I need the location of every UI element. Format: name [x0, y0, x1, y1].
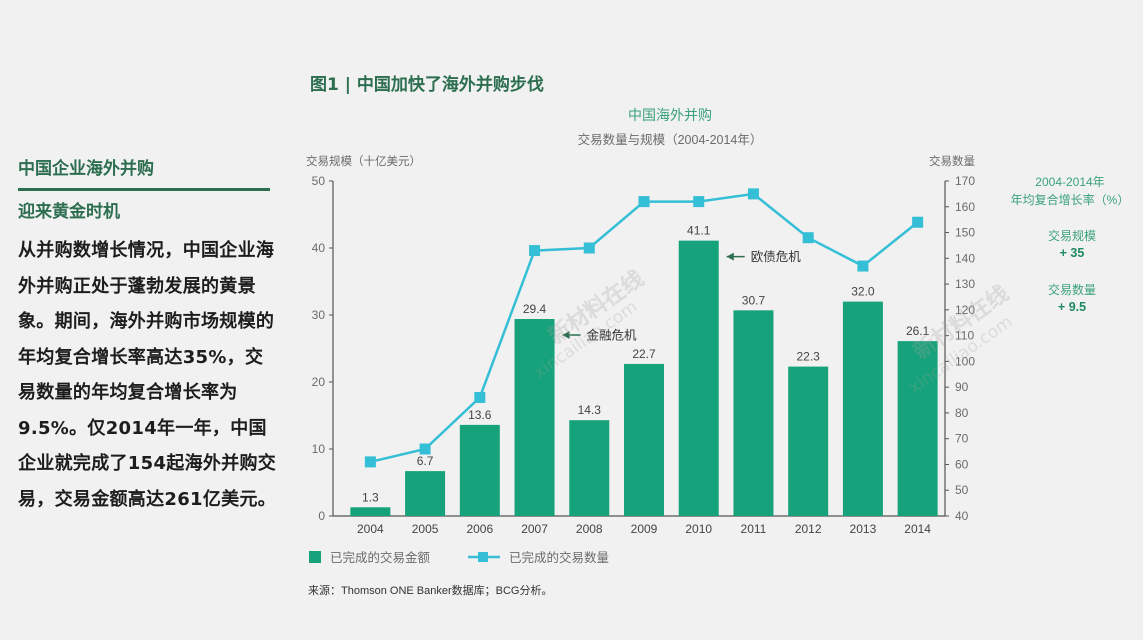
bar-value-label: 41.1	[687, 224, 711, 238]
cagr-header: 2004-2014年	[1035, 175, 1104, 189]
bar-value-label: 29.4	[523, 302, 547, 316]
y-axis-left-label: 交易规模（十亿美元）	[306, 154, 421, 168]
line-point	[802, 232, 814, 244]
line-point	[638, 196, 650, 208]
x-tick-label: 2010	[685, 522, 712, 536]
bar	[678, 240, 719, 516]
y-tick-label-right: 80	[955, 406, 969, 420]
bar-value-label: 6.7	[417, 454, 434, 468]
bar	[569, 420, 610, 516]
y-tick-label-right: 170	[955, 174, 975, 188]
bar	[624, 363, 664, 516]
body-paragraph: 从并购数增长情况，中国企业海外并购正处于蓬勃发展的黄景象。期间，海外并购市场规模…	[18, 240, 277, 510]
legend-bar-label: 已完成的交易金额	[330, 550, 431, 565]
cagr-header: 年均复合增长率（%）	[1011, 192, 1130, 207]
section-title: 中国企业海外并购	[18, 159, 154, 179]
y-tick-label-right: 50	[955, 483, 969, 497]
annotation-arrowhead	[726, 252, 734, 261]
title-divider	[18, 188, 270, 191]
bar-value-label: 26.1	[906, 324, 930, 338]
annotation-label: 金融危机	[587, 328, 638, 343]
chart-title: 中国海外并购	[628, 107, 712, 123]
bar-value-label: 14.3	[578, 403, 602, 417]
bar-value-label: 22.3	[797, 350, 821, 364]
y-tick-label-right: 110	[955, 329, 974, 343]
y-tick-label-right: 120	[955, 303, 975, 317]
bar-value-label: 32.0	[851, 285, 875, 299]
cagr-item-label: 交易数量	[1048, 282, 1096, 297]
legend-line-marker	[478, 552, 488, 562]
bar	[733, 310, 774, 516]
line-point	[747, 188, 759, 200]
line-point	[693, 196, 705, 208]
legend-bar-swatch	[309, 551, 321, 563]
y-tick-label-right: 90	[955, 380, 969, 394]
line-point	[419, 443, 431, 455]
figure-title: 图1 | 中国加快了海外并购步伐	[310, 75, 544, 95]
y-tick-label-left: 0	[318, 509, 325, 523]
x-tick-label: 2006	[466, 522, 493, 536]
line-point	[912, 216, 924, 228]
line-point	[364, 456, 376, 468]
x-tick-label: 2009	[631, 522, 658, 536]
line-point	[474, 391, 486, 403]
x-tick-label: 2014	[904, 522, 931, 536]
y-tick-label-left: 40	[312, 241, 326, 255]
source-note: 来源：Thomson ONE Banker数据库；BCG分析。	[308, 583, 553, 597]
annotation-arrowhead	[562, 331, 570, 340]
y-tick-label-right: 70	[955, 432, 969, 446]
y-axis-right-label: 交易数量	[929, 154, 975, 168]
y-tick-label-left: 50	[312, 174, 326, 188]
y-tick-label-right: 150	[955, 226, 975, 240]
y-tick-label-right: 160	[955, 200, 975, 214]
bar	[350, 507, 391, 516]
left-panel: 中国企业海外并购 迎来黄金时机 从并购数增长情况，中国企业海外并购正处于蓬勃发展…	[18, 152, 280, 517]
bar	[514, 319, 555, 516]
cagr-item-value: + 35	[1060, 246, 1085, 260]
cagr-item-value: + 9.5	[1058, 300, 1086, 314]
bar-value-label: 13.6	[468, 408, 492, 422]
bar-value-label: 1.3	[362, 490, 379, 504]
y-tick-label-left: 20	[312, 375, 326, 389]
y-tick-label-right: 40	[955, 509, 969, 523]
y-tick-label-right: 60	[955, 457, 969, 471]
bar	[842, 301, 883, 516]
x-tick-label: 2013	[850, 522, 877, 536]
x-tick-label: 2004	[357, 522, 384, 536]
cagr-item-label: 交易规模	[1048, 228, 1096, 243]
y-tick-label-left: 10	[312, 442, 326, 456]
line-point	[529, 245, 541, 257]
y-tick-label-right: 140	[955, 251, 975, 265]
x-tick-label: 2008	[576, 522, 603, 536]
line-point	[583, 242, 595, 254]
bar	[788, 366, 829, 516]
annotation-label: 欧债危机	[751, 250, 802, 264]
chart-subtitle: 交易数量与规模（2004-2014年）	[578, 132, 763, 147]
legend-line-label: 已完成的交易数量	[509, 550, 609, 565]
bar	[405, 471, 446, 516]
section-subtitle: 迎来黄金时机	[18, 202, 120, 222]
y-tick-label-right: 100	[955, 354, 975, 368]
y-tick-label-right: 130	[955, 277, 975, 291]
bar-value-label: 22.7	[632, 347, 656, 361]
bar	[897, 341, 938, 516]
line-point	[857, 260, 869, 272]
x-tick-label: 2005	[412, 522, 439, 536]
x-tick-label: 2007	[521, 522, 548, 536]
bar	[459, 424, 500, 516]
x-tick-label: 2011	[741, 522, 767, 536]
x-tick-label: 2012	[795, 522, 822, 536]
y-tick-label-left: 30	[312, 308, 326, 322]
bar-value-label: 30.7	[742, 293, 766, 307]
